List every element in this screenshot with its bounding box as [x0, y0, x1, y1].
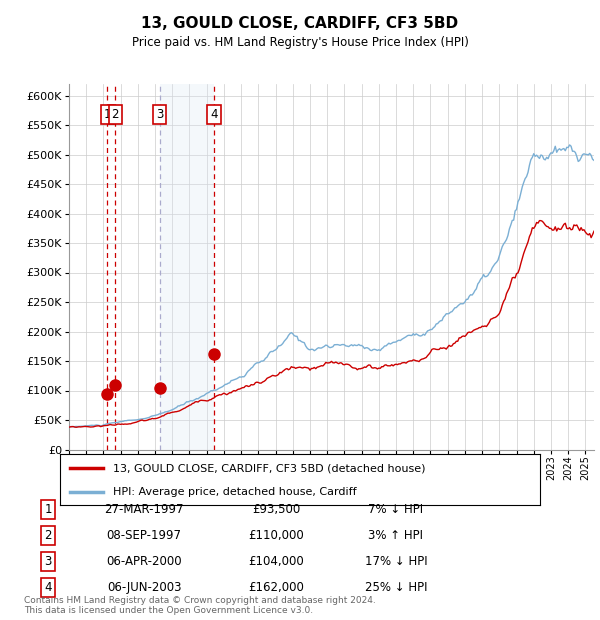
- Text: 7% ↓ HPI: 7% ↓ HPI: [368, 503, 424, 516]
- Text: 25% ↓ HPI: 25% ↓ HPI: [365, 582, 427, 594]
- Text: 13, GOULD CLOSE, CARDIFF, CF3 5BD (detached house): 13, GOULD CLOSE, CARDIFF, CF3 5BD (detac…: [113, 463, 425, 473]
- Text: 17% ↓ HPI: 17% ↓ HPI: [365, 556, 427, 568]
- Text: £162,000: £162,000: [248, 582, 304, 594]
- Text: £93,500: £93,500: [252, 503, 300, 516]
- Text: 1: 1: [104, 108, 111, 122]
- Text: HPI: Average price, detached house, Cardiff: HPI: Average price, detached house, Card…: [113, 487, 356, 497]
- Text: 06-JUN-2003: 06-JUN-2003: [107, 582, 181, 594]
- Text: 3: 3: [156, 108, 163, 122]
- Text: £110,000: £110,000: [248, 529, 304, 542]
- Text: 2: 2: [112, 108, 119, 122]
- Text: 08-SEP-1997: 08-SEP-1997: [107, 529, 182, 542]
- Text: 13, GOULD CLOSE, CARDIFF, CF3 5BD: 13, GOULD CLOSE, CARDIFF, CF3 5BD: [142, 16, 458, 30]
- Text: Price paid vs. HM Land Registry's House Price Index (HPI): Price paid vs. HM Land Registry's House …: [131, 36, 469, 49]
- Text: 27-MAR-1997: 27-MAR-1997: [104, 503, 184, 516]
- Text: 06-APR-2000: 06-APR-2000: [106, 556, 182, 568]
- Text: 2: 2: [44, 529, 52, 542]
- Text: 1: 1: [44, 503, 52, 516]
- Text: 4: 4: [211, 108, 218, 122]
- Text: 3% ↑ HPI: 3% ↑ HPI: [368, 529, 424, 542]
- Text: 4: 4: [44, 582, 52, 594]
- Bar: [160, 84, 214, 449]
- Text: £104,000: £104,000: [248, 556, 304, 568]
- Text: 3: 3: [44, 556, 52, 568]
- Text: Contains HM Land Registry data © Crown copyright and database right 2024.
This d: Contains HM Land Registry data © Crown c…: [24, 596, 376, 615]
